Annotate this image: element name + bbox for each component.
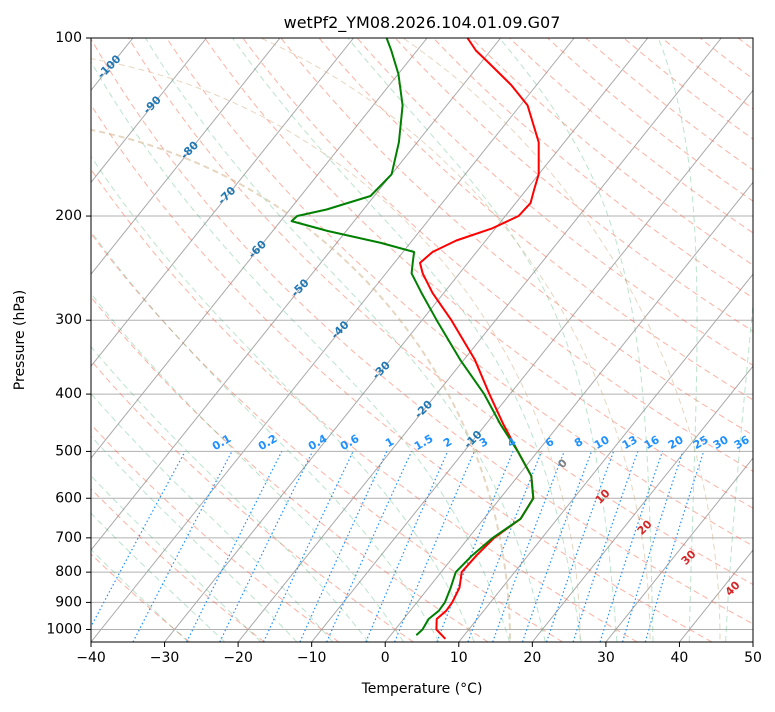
- y-tick-label: 200: [55, 208, 82, 224]
- x-tick-label: 0: [381, 650, 390, 666]
- y-tick-label: 400: [55, 386, 82, 402]
- y-tick-label: 700: [55, 530, 82, 546]
- chart-title: wetPf2_YM08.2026.104.01.09.G07: [284, 13, 561, 33]
- y-axis-title: Pressure (hPa): [12, 290, 28, 390]
- x-tick-label: 50: [744, 650, 762, 666]
- x-tick-label: −20: [223, 650, 253, 666]
- y-tick-label: 600: [55, 490, 82, 506]
- y-tick-label: 800: [55, 564, 82, 580]
- y-tick-label: 100: [55, 30, 82, 46]
- y-tick-label: 900: [55, 594, 82, 610]
- x-tick-label: 40: [671, 650, 689, 666]
- x-tick-label: 30: [597, 650, 615, 666]
- x-axis-title: Temperature (°C): [361, 681, 483, 697]
- x-tick-label: 10: [450, 650, 468, 666]
- x-tick-label: 20: [523, 650, 541, 666]
- y-tick-label: 500: [55, 443, 82, 459]
- x-tick-label: −40: [76, 650, 106, 666]
- x-tick-label: −10: [297, 650, 327, 666]
- y-tick-label: 1000: [46, 621, 82, 637]
- x-tick-label: −30: [150, 650, 180, 666]
- y-tick-label: 300: [55, 312, 82, 328]
